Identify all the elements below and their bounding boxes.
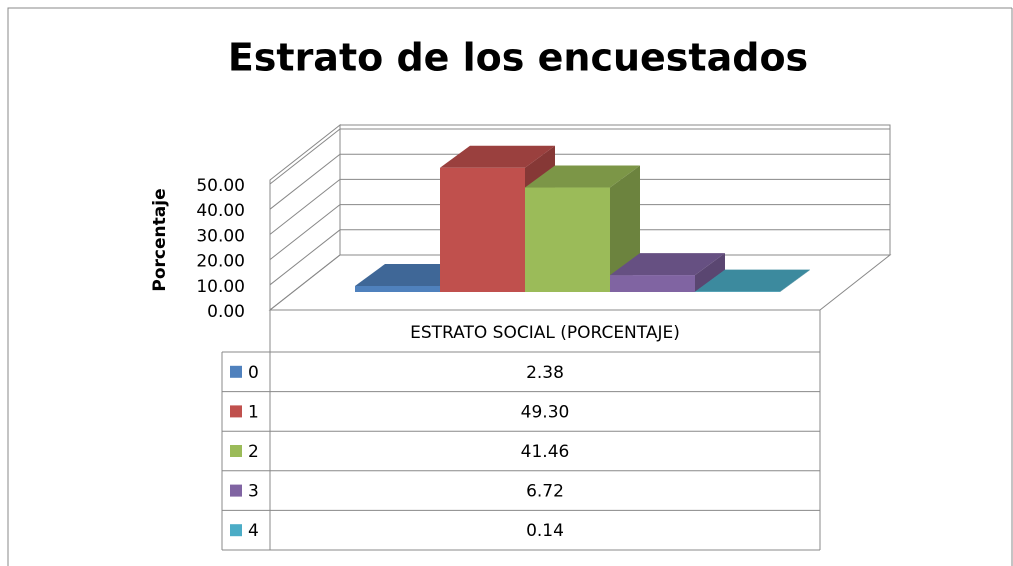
- legend-key: [230, 445, 242, 457]
- bar-side: [695, 253, 725, 292]
- bar: [525, 187, 610, 292]
- y-axis-label: Porcentaje: [150, 188, 170, 291]
- legend-label: 2: [248, 442, 259, 462]
- bar-side: [780, 269, 810, 292]
- bar-top: [695, 269, 810, 292]
- legend-key: [230, 405, 242, 418]
- chart-title: Estrato de los encuestados: [228, 36, 808, 80]
- legend-key: [230, 484, 242, 497]
- chart-border: [7, 7, 1013, 566]
- bar-top: [610, 253, 725, 276]
- grid-line: [269, 153, 890, 210]
- table-value: 49.30: [521, 402, 570, 422]
- bar: [440, 167, 525, 292]
- grid-line: [269, 229, 890, 286]
- y-tick-label: 50.00: [196, 176, 245, 196]
- legend-label: 4: [248, 521, 259, 541]
- y-tick-label: 10.00: [196, 277, 245, 297]
- legend-key: [230, 365, 242, 378]
- table-value: 0.14: [526, 521, 564, 541]
- grid-line: [269, 178, 890, 235]
- bar-top: [440, 145, 555, 168]
- bar: [355, 286, 440, 292]
- table-header: ESTRATO SOCIAL (PORCENTAJE): [410, 323, 680, 343]
- table-value: 6.72: [526, 482, 564, 502]
- y-tick-label: 30.00: [196, 226, 245, 246]
- y-tick-label: 0.00: [207, 302, 245, 322]
- bar-top: [525, 165, 640, 188]
- table-value: 41.46: [521, 442, 570, 462]
- y-tick-label: 20.00: [196, 252, 245, 272]
- y-tick-label: 40.00: [196, 201, 245, 221]
- legend-key: [230, 524, 242, 537]
- table-value: 2.38: [526, 363, 564, 383]
- legend-label: 1: [248, 402, 259, 422]
- bar: [610, 275, 695, 292]
- grid-line: [269, 128, 890, 185]
- grid-line: [269, 204, 890, 260]
- legend-label: 0: [248, 363, 259, 383]
- legend-label: 3: [248, 482, 259, 502]
